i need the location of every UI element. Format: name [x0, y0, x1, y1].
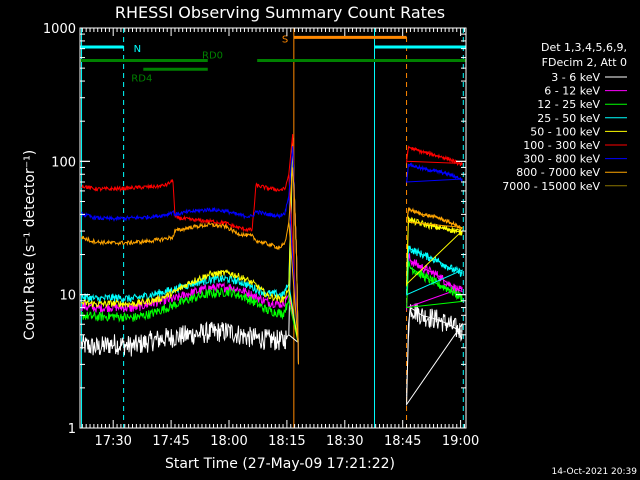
series-line-800-7000-kev-after [406, 207, 463, 230]
y-tick-label-1: 10 [59, 289, 76, 304]
legend-label-3-6-kev: 3 - 6 keV [551, 71, 600, 84]
y-tick-label-0: 1 [68, 422, 76, 437]
annotation-rd4-label: RD4 [131, 73, 152, 84]
series-line-25-50-kev-after [406, 244, 463, 296]
legend-label-800-7000-kev: 800 - 7000 keV [516, 166, 600, 179]
series-line-3-6-kev-after [406, 303, 463, 407]
annotation-rd0-label: RD0 [202, 51, 223, 62]
series-line-300-800-kev [81, 146, 299, 365]
series-line-50-100-kev [81, 137, 299, 365]
series-line-6-12-kev-after [406, 253, 463, 311]
series-line-100-300-kev-after [406, 145, 464, 167]
annotation-n-label: N [134, 44, 141, 55]
legend: Det 1,3,4,5,6,9, FDecim 2, Att 0 3 - 6 keV… [502, 41, 627, 193]
legend-label-6-12-kev: 6 - 12 keV [544, 85, 600, 98]
x-axis-label: Start Time (27-May-09 17:21:22) [165, 456, 395, 472]
series-line-100-300-kev [81, 134, 299, 365]
instrument-state-annotations: N S RD0 RD4 [80, 34, 466, 84]
series-line-3-6-kev [81, 137, 299, 365]
legend-label-300-800-kev: 300 - 800 keV [523, 153, 600, 166]
x-tick-label-2: 18:00 [210, 434, 247, 449]
series-lines [81, 134, 464, 407]
x-tick-label-1: 17:45 [152, 434, 189, 449]
plot-frame [79, 27, 467, 429]
legend-header-1: FDecim 2, Att 0 [542, 56, 627, 69]
series-line-50-100-kev-after [406, 215, 463, 287]
x-tick-label-6: 19:00 [442, 434, 479, 449]
y-tick-label-3: 1000 [43, 22, 76, 37]
legend-label-50-100-kev: 50 - 100 keV [530, 125, 600, 138]
vertical-markers [81, 28, 464, 428]
legend-header-0: Det 1,3,4,5,6,9, [541, 41, 627, 54]
legend-label-7000-15000-kev: 7000 - 15000 keV [502, 180, 600, 193]
x-tick-label-0: 17:30 [94, 434, 131, 449]
x-tick-label-4: 18:30 [326, 434, 363, 449]
series-line-800-7000-kev [81, 167, 299, 365]
x-tick-label-5: 18:45 [384, 434, 421, 449]
axes: 17:30 17:45 18:00 18:15 18:30 18:45 19:00 1 10 10… [43, 22, 479, 449]
legend-label-25-50-kev: 25 - 50 keV [537, 112, 600, 125]
series-line-12-25-kev [81, 137, 299, 365]
y-axis-label: Count Rate (s⁻¹ detector⁻¹) [22, 150, 38, 340]
y-tick-label-2: 100 [51, 155, 76, 170]
legend-label-12-25-kev: 12 - 25 keV [537, 98, 600, 111]
legend-label-100-300-kev: 100 - 300 keV [523, 139, 600, 152]
series-line-300-800-kev-after [406, 162, 463, 183]
x-tick-label-3: 18:15 [268, 434, 305, 449]
series-line-6-12-kev [81, 137, 299, 365]
annotation-s-label: S [282, 34, 288, 45]
chart-title: RHESSI Observing Summary Count Rates [115, 3, 445, 22]
footer-timestamp: 14-Oct-2021 20:39 [552, 467, 638, 477]
